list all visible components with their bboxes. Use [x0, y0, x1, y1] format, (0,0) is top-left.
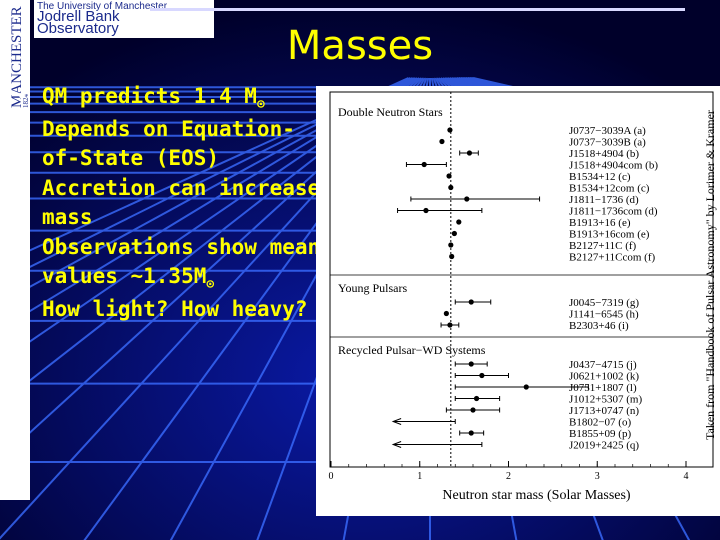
point-label: J0737−3039B (a) [569, 137, 646, 149]
point-label: J0437−4715 (j) [569, 359, 637, 371]
data-point [523, 384, 529, 390]
slide-title: Masses [286, 23, 434, 69]
bullet-marker: • [16, 117, 29, 141]
data-point [473, 395, 480, 402]
data-point [449, 253, 455, 260]
bullet-text: Observations show mean values ~1.35M [42, 235, 321, 288]
solar-mass-symbol: ⊙ [206, 277, 215, 292]
point-label: J0621+1002 (k) [569, 371, 639, 383]
neutron-star-mass-chart: 0 1 2 3 4 Neutron star mass (Solar Masses) Dou… [316, 86, 720, 516]
bullet-text: Accretion can increase mass [42, 176, 321, 229]
data-point [447, 127, 453, 133]
logo-manchester-text: MANCHESTER [9, 6, 25, 108]
point-label: J0737−3039A (a) [569, 125, 646, 137]
data-point [456, 219, 462, 225]
point-label: J1141−6545 (h) [569, 309, 639, 321]
point-label: B2127+11C (f) [569, 240, 637, 252]
bullet-marker: • [16, 176, 29, 200]
source-credit: Taken from "Handbook of Pulsar Astronomy… [703, 110, 717, 440]
point-label: B2127+11Ccom (f) [569, 252, 655, 264]
manchester-logo: MANCHESTER 1824 [9, 6, 30, 109]
point-label: B1802−07 (o) [569, 417, 631, 429]
point-label: J1811−1736 (d) [569, 194, 639, 206]
data-point [423, 207, 429, 214]
point-label: B1855+09 (p) [569, 428, 631, 440]
bullet-item: • Depends on Equation-of-State (EOS) [14, 115, 324, 173]
x-tick-label: 4 [684, 471, 689, 482]
bullet-text: How light? How heavy? [42, 297, 308, 321]
data-point [468, 430, 474, 436]
point-label: B1534+12 (c) [569, 171, 631, 183]
data-point [468, 299, 474, 305]
data-point [479, 372, 485, 379]
group-header: Double Neutron Stars [338, 105, 443, 119]
observatory-name-line2: Observatory [37, 20, 119, 37]
point-label: B1534+12com (c) [569, 183, 650, 195]
point-label: B1913+16com (e) [569, 229, 650, 241]
data-point [466, 150, 473, 156]
university-name: The University of Manchester [37, 1, 168, 12]
upper-limit-arrow [391, 418, 402, 425]
point-label: J1012+5307 (m) [569, 394, 642, 406]
plot-frame [329, 91, 714, 468]
x-tick-label: 2 [506, 471, 511, 482]
bullet-item: • Accretion can increase mass [14, 174, 324, 232]
x-tick-label: 0 [329, 471, 334, 482]
credit-text: Taken from "Handbook of Pulsar Astronomy… [703, 110, 717, 440]
header-divider [150, 8, 685, 11]
data-point [439, 138, 445, 145]
point-label: J1811−1736com (d) [569, 206, 658, 218]
data-point [448, 184, 454, 191]
point-label: J1713+0747 (n) [569, 405, 639, 417]
data-point [443, 310, 449, 317]
x-axis-label: Neutron star mass (Solar Masses) [442, 488, 631, 503]
point-label: J1518+4904 (b) [569, 148, 639, 160]
bullet-list: • QM predicts 1.4 M⊙ • Depends on Equation-… [14, 82, 324, 325]
data-point [421, 161, 427, 168]
bullet-item: • How light? How heavy? [14, 295, 324, 324]
x-tick-label: 1 [417, 471, 422, 482]
point-label: B2303+46 (i) [569, 320, 629, 332]
data-point [464, 196, 470, 202]
bullet-text: QM predicts 1.4 M [42, 84, 257, 108]
point-label: J1518+4904com (b) [569, 160, 658, 172]
bullet-marker: • [16, 84, 29, 108]
logo-year-text: 1824 [22, 94, 30, 109]
university-header: The University of Manchester Jodrell Ban… [34, 0, 214, 38]
solar-mass-symbol: ⊙ [256, 97, 265, 112]
logo-strip: MANCHESTER 1824 [0, 0, 30, 500]
bullet-marker: • [16, 235, 29, 259]
data-point [468, 361, 474, 367]
bullet-text: Depends on Equation-of-State (EOS) [42, 117, 295, 170]
upper-limit-arrow [391, 441, 402, 448]
x-tick-label: 3 [595, 471, 600, 482]
point-label: J2019+2425 (q) [569, 440, 639, 452]
data-point [451, 230, 457, 237]
data-point [448, 242, 454, 248]
bullet-item: • Observations show mean values ~1.35M⊙ [14, 233, 324, 294]
observatory-name-line1: Jodrell Bank [37, 8, 120, 25]
group-header: Young Pulsars [338, 281, 407, 295]
group-header: Recycled Pulsar−WD Systems [338, 343, 486, 357]
point-label: B1913+16 (e) [569, 217, 631, 229]
bullet-item: • QM predicts 1.4 M⊙ [14, 82, 324, 114]
chart-background [316, 86, 720, 516]
point-label: J0751+1807 (l) [569, 382, 637, 394]
data-point [447, 322, 453, 328]
bullet-marker: • [16, 297, 29, 321]
data-point [470, 407, 476, 413]
data-point [446, 173, 452, 179]
point-label: J0045−7319 (g) [569, 297, 639, 309]
